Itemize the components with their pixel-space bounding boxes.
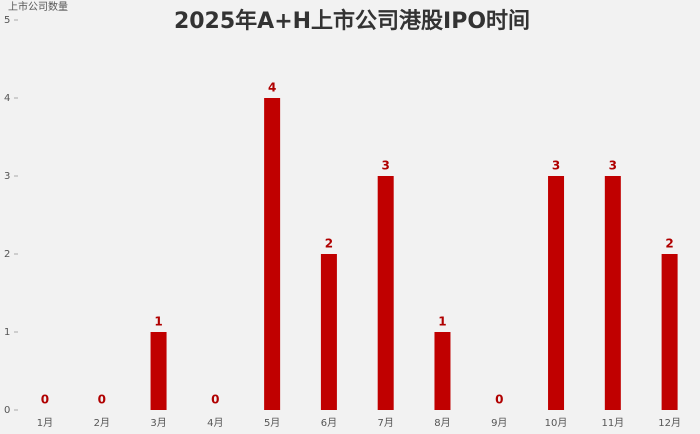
bar [434,332,451,410]
data-label: 4 [268,81,276,95]
bar [661,254,678,410]
data-label: 0 [41,393,49,407]
x-tick-label: 10月 [545,417,568,429]
y-tick-label: 1 [4,327,10,338]
data-label: 0 [495,393,503,407]
bar [264,98,281,410]
bar [377,176,394,410]
x-tick-label: 6月 [321,417,337,429]
data-label: 3 [552,159,560,173]
data-label: 3 [609,159,617,173]
y-tick-label: 5 [4,15,10,26]
x-tick-label: 4月 [207,417,223,429]
x-tick-label: 8月 [434,417,450,429]
bar [320,254,337,410]
x-tick-label: 1月 [37,417,53,429]
data-label: 2 [665,237,673,251]
bar [604,176,621,410]
bar [150,332,167,410]
data-label: 0 [211,393,219,407]
y-tick-label: 3 [4,171,10,182]
x-tick-label: 2月 [94,417,110,429]
bar [548,176,565,410]
data-label: 3 [382,159,390,173]
data-label: 1 [438,315,446,329]
x-tick-label: 11月 [601,417,624,429]
data-label: 0 [98,393,106,407]
data-label: 2 [325,237,333,251]
y-tick-label: 0 [4,405,10,416]
y-axis-title: 上市公司数量 [8,0,68,13]
data-label: 1 [154,315,162,329]
chart-title: 2025年A+H上市公司港股IPO时间 [174,8,530,34]
x-tick-label: 5月 [264,417,280,429]
x-tick-label: 3月 [150,417,166,429]
x-tick-label: 9月 [491,417,507,429]
x-tick-label: 12月 [658,417,681,429]
x-tick-label: 7月 [378,417,394,429]
y-tick-label: 2 [4,249,10,260]
y-tick-label: 4 [4,93,10,104]
